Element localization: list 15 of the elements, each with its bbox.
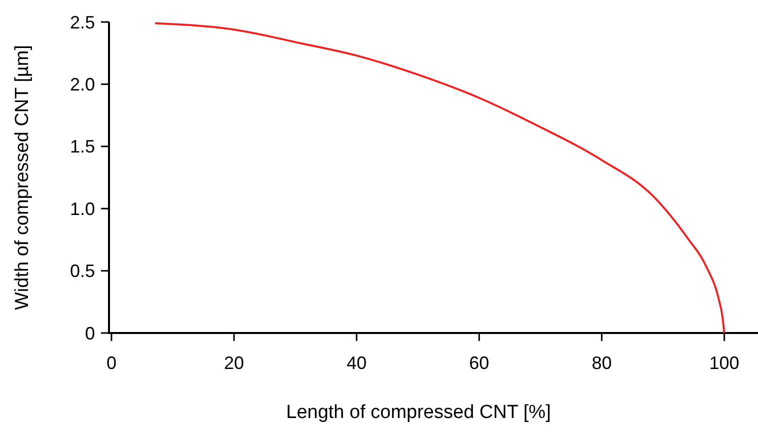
y-tick-label: 2.5 (70, 12, 95, 32)
y-axis-title: Width of compressed CNT [µm] (12, 44, 33, 310)
x-tick-label: 60 (469, 353, 490, 373)
x-tick-label: 0 (106, 353, 116, 373)
line-series (154, 22, 726, 334)
y-tick-label: 1.0 (70, 198, 95, 219)
y-tick-label: 0.5 (70, 261, 95, 282)
y-tick-label: 2.0 (70, 74, 95, 94)
x-tick-label: 100 (709, 353, 740, 373)
y-tick-label: 1.5 (70, 136, 95, 157)
x-tick-label: 20 (224, 353, 244, 373)
x-tick-label: 40 (346, 353, 367, 373)
y-tick-label: 0 (84, 323, 95, 344)
x-tick-label: 80 (592, 353, 612, 373)
x-axis-title: Length of compressed CNT [%] (286, 402, 551, 423)
